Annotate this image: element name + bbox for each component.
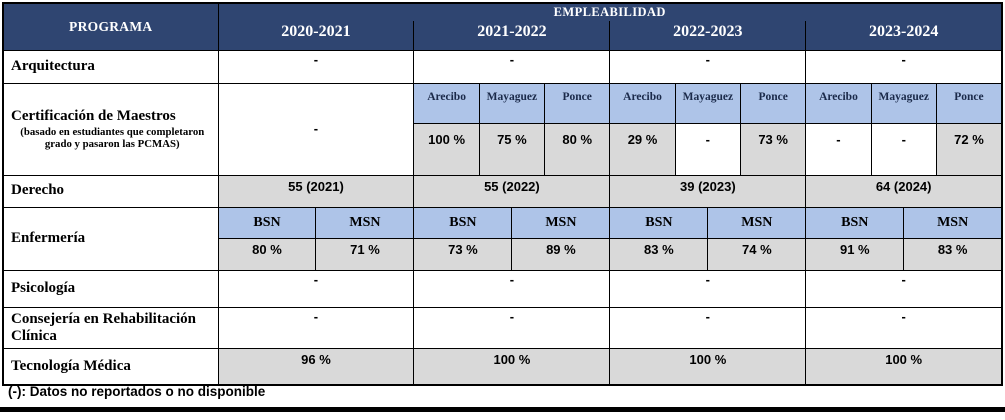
cell-tecnologia-2023: 100 % <box>805 348 1003 385</box>
cell-enfermeria-2023-msn: 83 % <box>903 237 1003 271</box>
empleabilidad-header: EMPLEABILIDAD <box>217 2 1003 21</box>
footnote: (-): Datos no reportados o no disponible <box>8 384 266 399</box>
table-row: Tecnología Médica 96 % 100 % 100 % 100 % <box>2 348 1003 385</box>
campus-header-ponce-2023: Ponce <box>935 82 1003 124</box>
cell-arquitectura-2020: - <box>217 49 415 84</box>
campus-header-arecibo-2021: Arecibo <box>413 82 480 124</box>
campus-header-arecibo-2023: Arecibo <box>805 82 872 124</box>
degree-header-msn-2023: MSN <box>903 206 1003 239</box>
cell-derecho-2022: 39 (2023) <box>609 174 807 208</box>
cell-certificacion-2022-ponce: 73 % <box>739 122 807 176</box>
table-row: Consejería en Rehabilitación Clínica - -… <box>2 306 1003 349</box>
cell-certificacion-2021-arecibo: 100 % <box>413 122 480 176</box>
row-label-tecnologia: Tecnología Médica <box>2 348 219 385</box>
cell-derecho-2020: 55 (2021) <box>217 174 415 208</box>
cell-arquitectura-2021: - <box>413 49 611 84</box>
cell-certificacion-2020: - <box>217 82 415 176</box>
cell-enfermeria-2021-bsn: 73 % <box>413 237 513 271</box>
campus-header-ponce-2022: Ponce <box>739 82 807 124</box>
cell-psicologia-2022: - <box>609 269 807 308</box>
table-row: 80 % 71 % 73 % 89 % 83 % 74 % 91 % 83 % <box>3 237 1003 271</box>
row-label-arquitectura: Arquitectura <box>2 49 219 84</box>
cell-certificacion-2022-arecibo: 29 % <box>609 122 676 176</box>
cell-enfermeria-2020-msn: 71 % <box>315 237 415 271</box>
table-row: 100 % 75 % 80 % 29 % - 73 % - - 72 % <box>3 122 1003 176</box>
degree-header-bsn-2022: BSN <box>609 206 709 239</box>
cell-certificacion-2022-mayaguez: - <box>674 122 742 176</box>
cell-consejeria-2023: - <box>805 306 1003 349</box>
degree-header-msn-2021: MSN <box>511 206 611 239</box>
table-row: Derecho 55 (2021) 55 (2022) 39 (2023) 64… <box>2 174 1003 208</box>
certificacion-note: (basado en estudiantes que completaron g… <box>20 126 205 151</box>
table-row: Enfermería BSN MSN BSN MSN BSN MSN BSN M… <box>2 206 1003 271</box>
cell-certificacion-2023-mayaguez: - <box>870 122 937 176</box>
cell-enfermeria-2022-bsn: 83 % <box>609 237 709 271</box>
cell-certificacion-2023-arecibo: - <box>805 122 872 176</box>
cell-tecnologia-2022: 100 % <box>609 348 807 385</box>
cell-psicologia-2020: - <box>217 269 415 308</box>
year-header-2023-2024: 2023-2024 <box>805 21 1003 51</box>
row-label-psicologia: Psicología <box>2 269 219 308</box>
table-row: Psicología - - - - <box>2 269 1003 308</box>
degree-header-bsn-2020: BSN <box>217 206 317 239</box>
empleabilidad-table: PROGRAMA EMPLEABILIDAD 2020-2021 2021-20… <box>2 2 1003 386</box>
campus-header-mayaguez-2023: Mayaguez <box>870 82 937 124</box>
row-label-enfermeria: Enfermería <box>2 206 219 271</box>
campus-header-mayaguez-2021: Mayaguez <box>478 82 546 124</box>
table-row: Arquitectura - - - - <box>2 49 1003 84</box>
year-header-2020-2021: 2020-2021 <box>217 21 415 51</box>
degree-header-bsn-2023: BSN <box>805 206 905 239</box>
cell-tecnologia-2020: 96 % <box>217 348 415 385</box>
certificacion-title: Certificación de Maestros <box>11 107 176 124</box>
cell-certificacion-2021-mayaguez: 75 % <box>478 122 546 176</box>
bottom-divider <box>0 407 1005 412</box>
cell-certificacion-2023-ponce: 72 % <box>935 122 1003 176</box>
cell-enfermeria-2020-bsn: 80 % <box>217 237 317 271</box>
cell-psicologia-2021: - <box>413 269 611 308</box>
cell-tecnologia-2021: 100 % <box>413 348 611 385</box>
campus-header-mayaguez-2022: Mayaguez <box>674 82 742 124</box>
cell-certificacion-2021-ponce: 80 % <box>544 122 611 176</box>
cell-arquitectura-2022: - <box>609 49 807 84</box>
cell-consejeria-2021: - <box>413 306 611 349</box>
row-label-derecho: Derecho <box>2 174 219 208</box>
campus-header-arecibo-2022: Arecibo <box>609 82 676 124</box>
degree-header-msn-2020: MSN <box>315 206 415 239</box>
year-header-2022-2023: 2022-2023 <box>609 21 807 51</box>
campus-header-ponce-2021: Ponce <box>544 82 611 124</box>
cell-derecho-2023: 64 (2024) <box>805 174 1003 208</box>
cell-enfermeria-2023-bsn: 91 % <box>805 237 905 271</box>
row-label-certificacion: Certificación de Maestros (basado en est… <box>2 82 219 176</box>
programa-header: PROGRAMA <box>2 2 219 51</box>
table-row: Certificación de Maestros (basado en est… <box>2 82 1003 176</box>
cell-derecho-2021: 55 (2022) <box>413 174 611 208</box>
degree-header-bsn-2021: BSN <box>413 206 513 239</box>
cell-consejeria-2022: - <box>609 306 807 349</box>
row-label-consejeria: Consejería en Rehabilitación Clínica <box>2 306 219 349</box>
cell-enfermeria-2021-msn: 89 % <box>511 237 611 271</box>
cell-consejeria-2020: - <box>217 306 415 349</box>
year-header-2021-2022: 2021-2022 <box>413 21 611 51</box>
cell-psicologia-2023: - <box>805 269 1003 308</box>
cell-arquitectura-2023: - <box>805 49 1003 84</box>
cell-enfermeria-2022-msn: 74 % <box>707 237 807 271</box>
degree-header-msn-2022: MSN <box>707 206 807 239</box>
